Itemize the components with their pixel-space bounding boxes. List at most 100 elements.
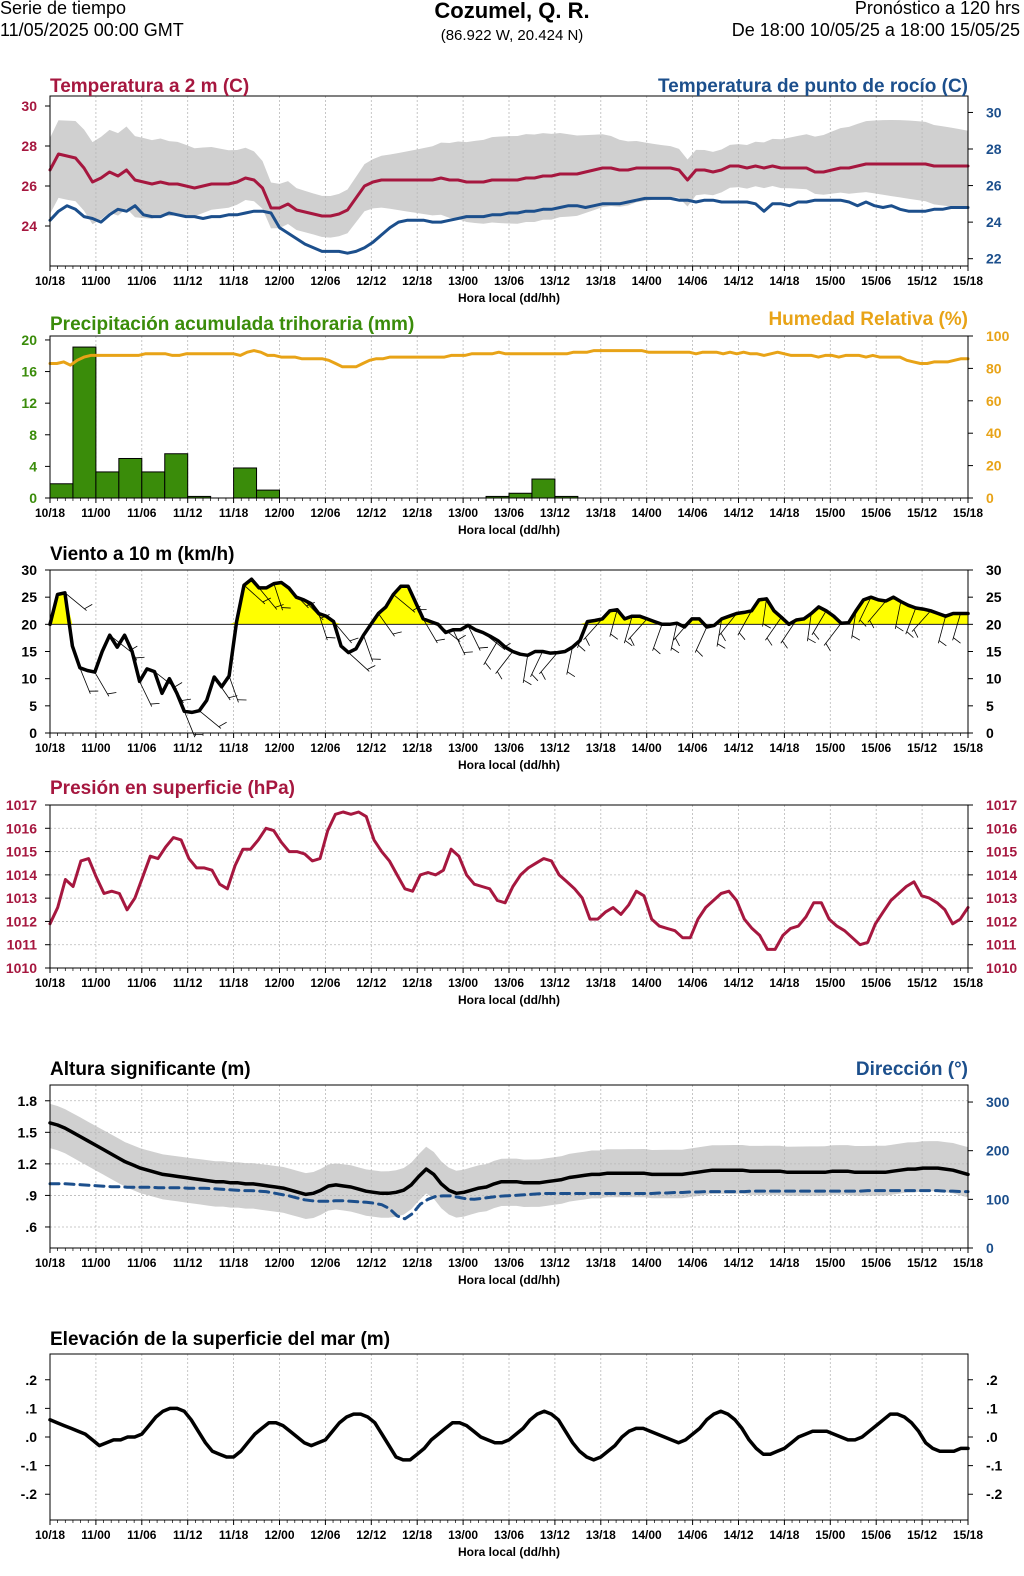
wind-barb: [393, 594, 416, 613]
wind-ytick-label-left: 25: [21, 589, 37, 605]
wind-xtick-label: 12/00: [264, 741, 294, 755]
temp-xtick-label: 15/06: [861, 274, 891, 288]
wind-ytick-label-right: 0: [986, 725, 994, 741]
temp-xtick-label: 10/18: [35, 274, 65, 288]
press-ytick-label-left: 1013: [6, 890, 37, 906]
wave-ytick-label-left: 1.8: [18, 1093, 38, 1109]
wave-xtick-label: 14/18: [769, 1256, 799, 1270]
precip-xtick-label: 14/00: [632, 506, 662, 520]
temp-xtick-label: 14/18: [769, 274, 799, 288]
precip-ytick-label-right: 60: [986, 393, 1002, 409]
wind-barb-flag: [531, 673, 539, 682]
press-ytick-label-left: 1011: [7, 937, 38, 953]
wind-barb-flag: [825, 643, 831, 652]
wave-xtick-label: 14/06: [678, 1256, 708, 1270]
temp-xtick-label: 11/00: [81, 274, 111, 288]
sea-xtick-label: 12/06: [310, 1528, 340, 1542]
humidity-title: Humedad Relativa (%): [768, 309, 968, 330]
press-ytick-label-right: 1016: [986, 820, 1017, 836]
precip-ytick-label-left: 0: [29, 490, 37, 506]
header-left-line2: 11/05/2025 00:00 GMT: [0, 20, 184, 40]
wind-barb-flag: [906, 631, 914, 638]
press-xtick-label: 14/00: [632, 976, 662, 990]
press-ytick-label-right: 1011: [986, 937, 1017, 953]
precip-bar: [531, 478, 556, 499]
precip-bar: [49, 483, 74, 499]
wind-barb-flag: [629, 637, 635, 646]
sea-xtick-label: 12/00: [264, 1528, 294, 1542]
temp-xtick-label: 14/12: [723, 274, 753, 288]
precip-xtick-label: 14/18: [769, 506, 799, 520]
wind-barb-flag: [174, 682, 183, 688]
sea-ytick-label-right: .2: [986, 1372, 998, 1388]
precip-xtick-label: 11/12: [173, 506, 203, 520]
sea-xtick-label: 13/12: [540, 1528, 570, 1542]
wind-barb: [483, 640, 499, 666]
humidity-line: [48, 349, 970, 369]
wind-barb-flag: [392, 631, 402, 635]
sea-xtick-label: 12/18: [402, 1528, 432, 1542]
sea-xtick-label: 15/18: [953, 1528, 983, 1542]
header-right-line1: Pronóstico a 120 hrs: [854, 0, 1020, 18]
wind-barb-flag: [107, 692, 117, 695]
wind-barb-flag: [578, 644, 586, 652]
wind-barb: [467, 625, 481, 651]
wind-barb: [718, 613, 737, 636]
wind-barb-flag: [349, 637, 359, 642]
press-xtick-label: 13/18: [586, 976, 616, 990]
press-ytick-label-right: 1012: [986, 913, 1017, 929]
sea-ytick-label-right: -.2: [986, 1486, 1003, 1502]
wave-height-line: [48, 1121, 970, 1197]
press-xtick-label: 15/18: [953, 976, 983, 990]
sea-ytick-label-right: -.1: [986, 1458, 1003, 1474]
wind-xtick-label: 12/18: [402, 741, 432, 755]
temp-ytick-label-left: 24: [21, 218, 37, 234]
wind-barb: [522, 655, 529, 684]
sea-xtick-label: 14/12: [723, 1528, 753, 1542]
wind-barb-flag: [84, 604, 93, 610]
wind-barb: [199, 710, 222, 729]
wind-xtick-label: 14/06: [678, 741, 708, 755]
wave-xtick-label: 15/12: [907, 1256, 937, 1270]
wind-ytick-label-right: 20: [986, 616, 1002, 632]
wind-xtick-label: 11/18: [219, 741, 249, 755]
sea-elevation-line: [48, 1406, 970, 1462]
precip-ytick-label-right: 40: [986, 425, 1002, 441]
sea-xtick-label: 10/18: [35, 1528, 65, 1542]
wind-barb-flag: [869, 619, 875, 629]
wind-barb: [670, 623, 678, 651]
sea-xtick-label: 11/06: [127, 1528, 157, 1542]
wave-ytick-label-left: 1.5: [18, 1124, 38, 1140]
temp-xtick-label: 14/00: [632, 274, 662, 288]
press-xtick-label: 14/06: [678, 976, 708, 990]
precip-xtick-label: 14/12: [723, 506, 753, 520]
press-xtick-label: 15/12: [907, 976, 937, 990]
temp-xtick-label: 12/12: [356, 274, 386, 288]
temp-title: Temperatura a 2 m (C): [50, 76, 249, 97]
wave-xtick-label: 11/18: [219, 1256, 249, 1270]
precip-ytick-label-right: 80: [986, 360, 1002, 376]
dewpoint-title: Temperatura de punto de rocío (C): [658, 76, 968, 97]
wind-barb: [348, 652, 370, 672]
wind-above-threshold-fill: [50, 579, 968, 625]
wind-ytick-label-right: 30: [986, 562, 1002, 578]
wind-xtick-label: 14/18: [769, 741, 799, 755]
sea-xtick-label: 13/00: [448, 1528, 478, 1542]
wind-ytick-label-right: 5: [986, 698, 994, 714]
precip-xtick-label: 13/12: [540, 506, 570, 520]
wave-xtick-label: 10/18: [35, 1256, 65, 1270]
precip-ytick-label-left: 20: [21, 332, 37, 348]
sea-xtick-label: 11/12: [173, 1528, 203, 1542]
wind-barb-flag: [938, 640, 947, 647]
press-xtick-label: 10/18: [35, 976, 65, 990]
wind-ytick-label-right: 25: [986, 589, 1002, 605]
wind-barb: [79, 667, 91, 694]
wave-ytick-label-right: 100: [986, 1191, 1010, 1207]
wind-barb-flag: [496, 671, 503, 680]
wind-ytick-label-left: 0: [29, 725, 37, 741]
wind-xtick-label: 11/06: [127, 741, 157, 755]
wind-barb: [452, 629, 466, 656]
wind-barb: [609, 609, 618, 637]
wind-barb-flag: [435, 638, 445, 642]
wind-barb: [823, 623, 842, 646]
